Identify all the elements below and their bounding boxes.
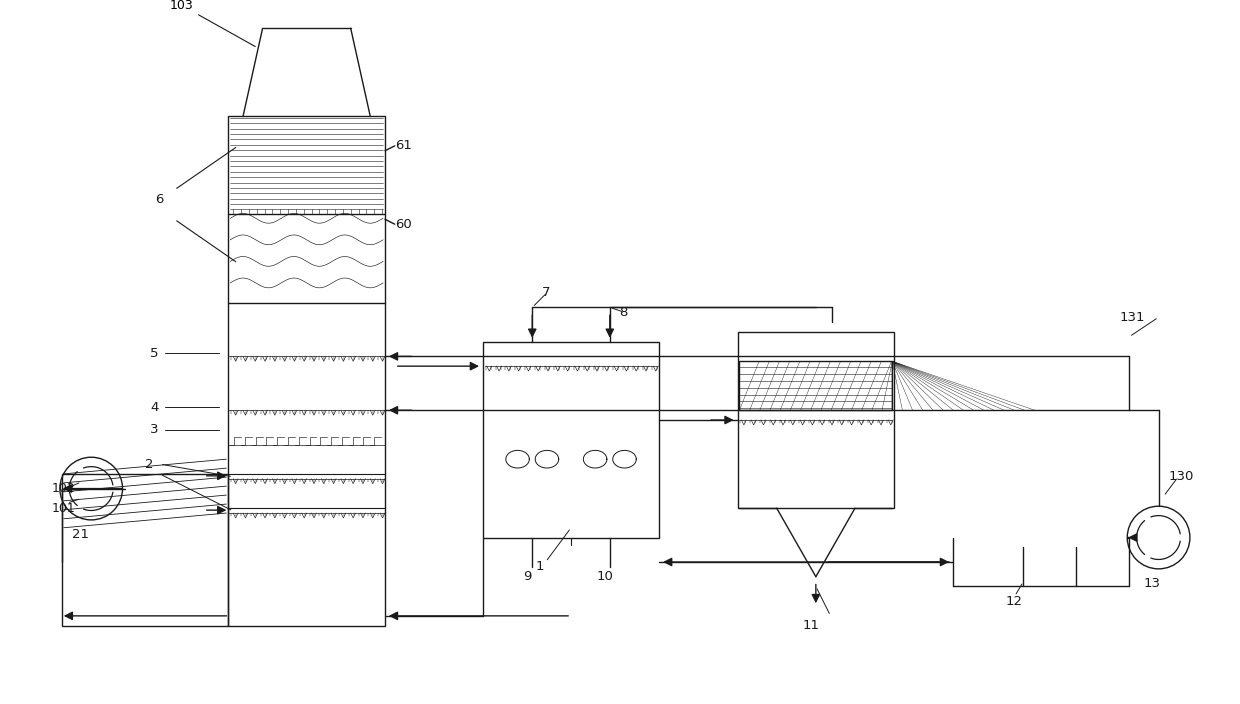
Text: 7: 7 [542,287,551,299]
Text: 8: 8 [620,306,627,319]
Text: 130: 130 [1168,470,1194,484]
Bar [62,474,228,626]
Text: 2: 2 [145,458,154,470]
Text: 21: 21 [72,528,88,541]
Text: 5: 5 [150,347,159,360]
Text: 60: 60 [394,218,412,231]
Text: 101: 101 [52,502,76,515]
Text: 4: 4 [150,401,159,414]
Text: 61: 61 [394,139,412,152]
Text: 9: 9 [523,570,532,583]
Bar [739,361,893,410]
Text: 13: 13 [1143,577,1161,590]
Text: 131: 131 [1120,310,1145,324]
Bar [738,332,894,508]
Text: 1: 1 [536,560,544,573]
Bar [228,116,384,626]
Bar [482,341,660,538]
Text: 103: 103 [170,0,255,46]
Text: 10: 10 [596,570,614,583]
Text: 6: 6 [155,193,164,206]
Text: 12: 12 [1006,595,1023,608]
Text: 102: 102 [52,482,76,495]
Text: 3: 3 [150,423,159,436]
Text: 11: 11 [802,619,820,632]
